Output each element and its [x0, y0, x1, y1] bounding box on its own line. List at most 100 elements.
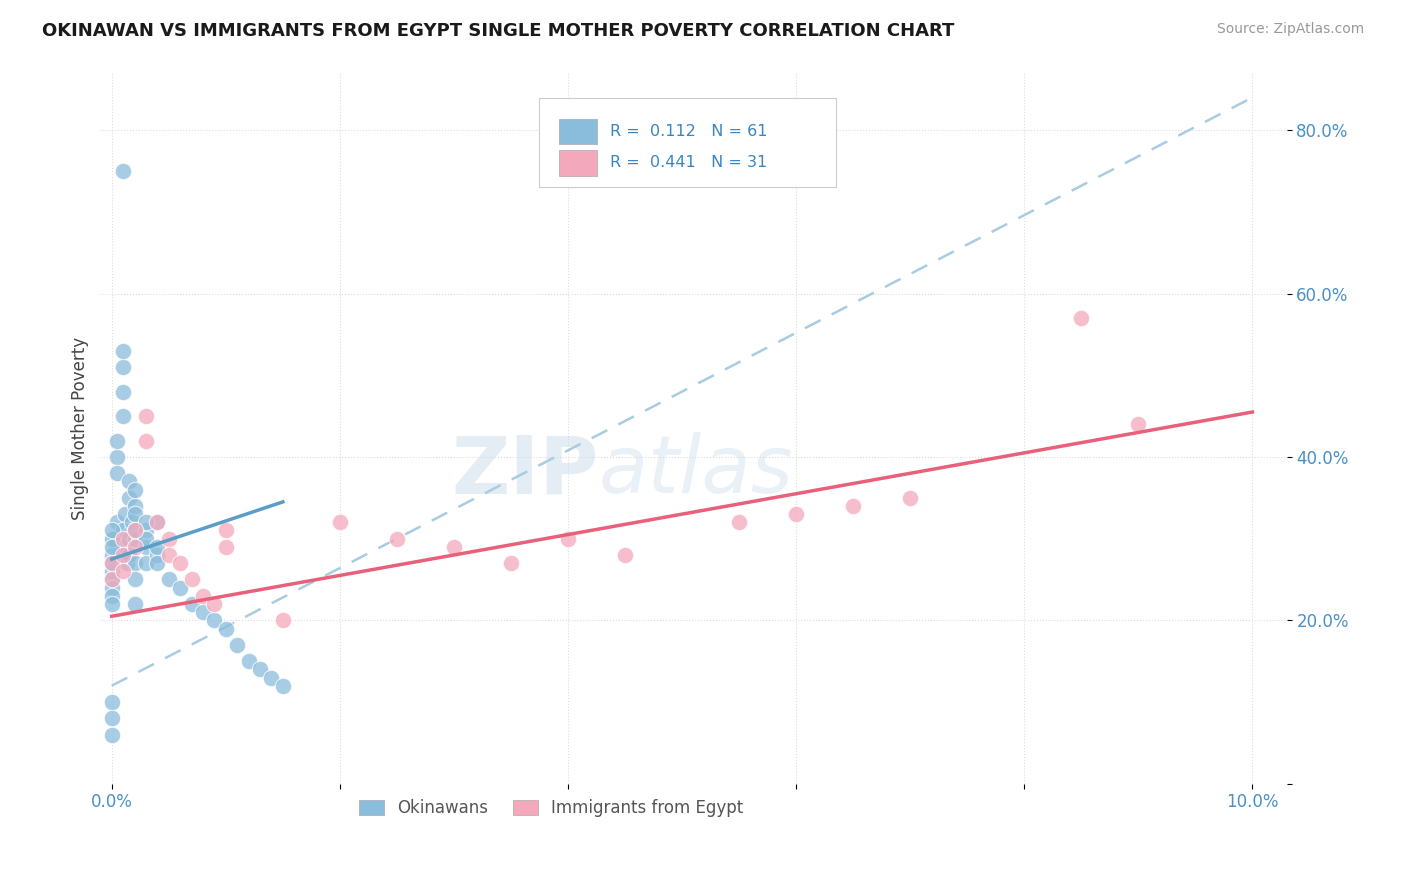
Point: [107, 434, 129, 448]
Point: [785, 507, 807, 521]
Point: [100, 556, 122, 570]
Point: [112, 524, 135, 538]
Point: [107, 450, 129, 464]
Point: [557, 532, 579, 546]
Point: [118, 491, 141, 505]
Point: [112, 360, 135, 375]
Point: [135, 434, 157, 448]
Point: [215, 524, 238, 538]
Text: R =  0.112   N = 61: R = 0.112 N = 61: [610, 124, 768, 139]
Point: [135, 532, 157, 546]
Y-axis label: Single Mother Poverty: Single Mother Poverty: [72, 337, 89, 520]
Point: [112, 164, 135, 178]
Point: [100, 573, 122, 587]
Point: [226, 638, 249, 652]
Point: [215, 540, 238, 554]
Point: [329, 516, 352, 530]
Point: [100, 540, 122, 554]
Point: [112, 409, 135, 423]
Point: [110, 548, 132, 562]
Point: [271, 613, 294, 627]
Point: [115, 556, 138, 570]
Point: [146, 516, 169, 530]
Point: [112, 532, 135, 546]
Point: [112, 540, 135, 554]
Point: [100, 524, 122, 538]
Point: [191, 589, 214, 603]
Point: [112, 548, 135, 562]
Point: [124, 524, 146, 538]
Point: [100, 589, 122, 603]
Point: [112, 564, 135, 578]
Point: [121, 516, 143, 530]
Point: [443, 540, 465, 554]
Point: [1128, 417, 1150, 432]
Point: [135, 516, 157, 530]
FancyBboxPatch shape: [560, 150, 598, 176]
Point: [238, 654, 260, 668]
FancyBboxPatch shape: [560, 119, 598, 145]
Point: [249, 662, 271, 676]
Point: [100, 597, 122, 611]
Point: [124, 483, 146, 497]
Point: [385, 532, 408, 546]
Point: [100, 728, 122, 742]
Text: Source: ZipAtlas.com: Source: ZipAtlas.com: [1216, 22, 1364, 37]
Point: [124, 573, 146, 587]
Point: [107, 467, 129, 481]
Text: atlas: atlas: [599, 432, 793, 510]
Text: R =  0.441   N = 31: R = 0.441 N = 31: [610, 155, 768, 170]
Point: [202, 597, 225, 611]
Point: [112, 384, 135, 399]
Point: [614, 548, 637, 562]
Point: [124, 597, 146, 611]
Point: [169, 581, 191, 595]
Point: [1070, 311, 1092, 326]
Point: [124, 524, 146, 538]
Point: [114, 507, 136, 521]
Point: [118, 532, 141, 546]
Point: [271, 679, 294, 693]
Point: [180, 573, 202, 587]
Text: OKINAWAN VS IMMIGRANTS FROM EGYPT SINGLE MOTHER POVERTY CORRELATION CHART: OKINAWAN VS IMMIGRANTS FROM EGYPT SINGLE…: [42, 22, 955, 40]
Point: [169, 556, 191, 570]
Point: [135, 524, 157, 538]
Point: [180, 597, 202, 611]
Point: [118, 475, 141, 489]
Point: [135, 540, 157, 554]
Point: [260, 671, 283, 685]
Point: [842, 499, 865, 513]
Point: [118, 548, 141, 562]
Point: [100, 695, 122, 709]
Point: [146, 540, 169, 554]
Point: [135, 409, 157, 423]
Point: [124, 499, 146, 513]
Point: [100, 556, 122, 570]
Point: [112, 343, 135, 358]
Point: [100, 573, 122, 587]
Point: [104, 532, 127, 546]
Text: ZIP: ZIP: [451, 432, 599, 510]
FancyBboxPatch shape: [540, 98, 835, 186]
Point: [146, 548, 169, 562]
Point: [124, 556, 146, 570]
Legend: Okinawans, Immigrants from Egypt: Okinawans, Immigrants from Egypt: [350, 790, 752, 825]
Point: [100, 564, 122, 578]
Point: [728, 516, 751, 530]
Point: [191, 605, 214, 619]
Point: [100, 711, 122, 725]
Point: [202, 613, 225, 627]
Point: [157, 532, 180, 546]
Point: [135, 556, 157, 570]
Point: [124, 540, 146, 554]
Point: [124, 507, 146, 521]
Point: [146, 556, 169, 570]
Point: [157, 573, 180, 587]
Point: [107, 516, 129, 530]
Point: [215, 622, 238, 636]
Point: [100, 532, 122, 546]
Point: [100, 548, 122, 562]
Point: [124, 532, 146, 546]
Point: [499, 556, 522, 570]
Point: [100, 581, 122, 595]
